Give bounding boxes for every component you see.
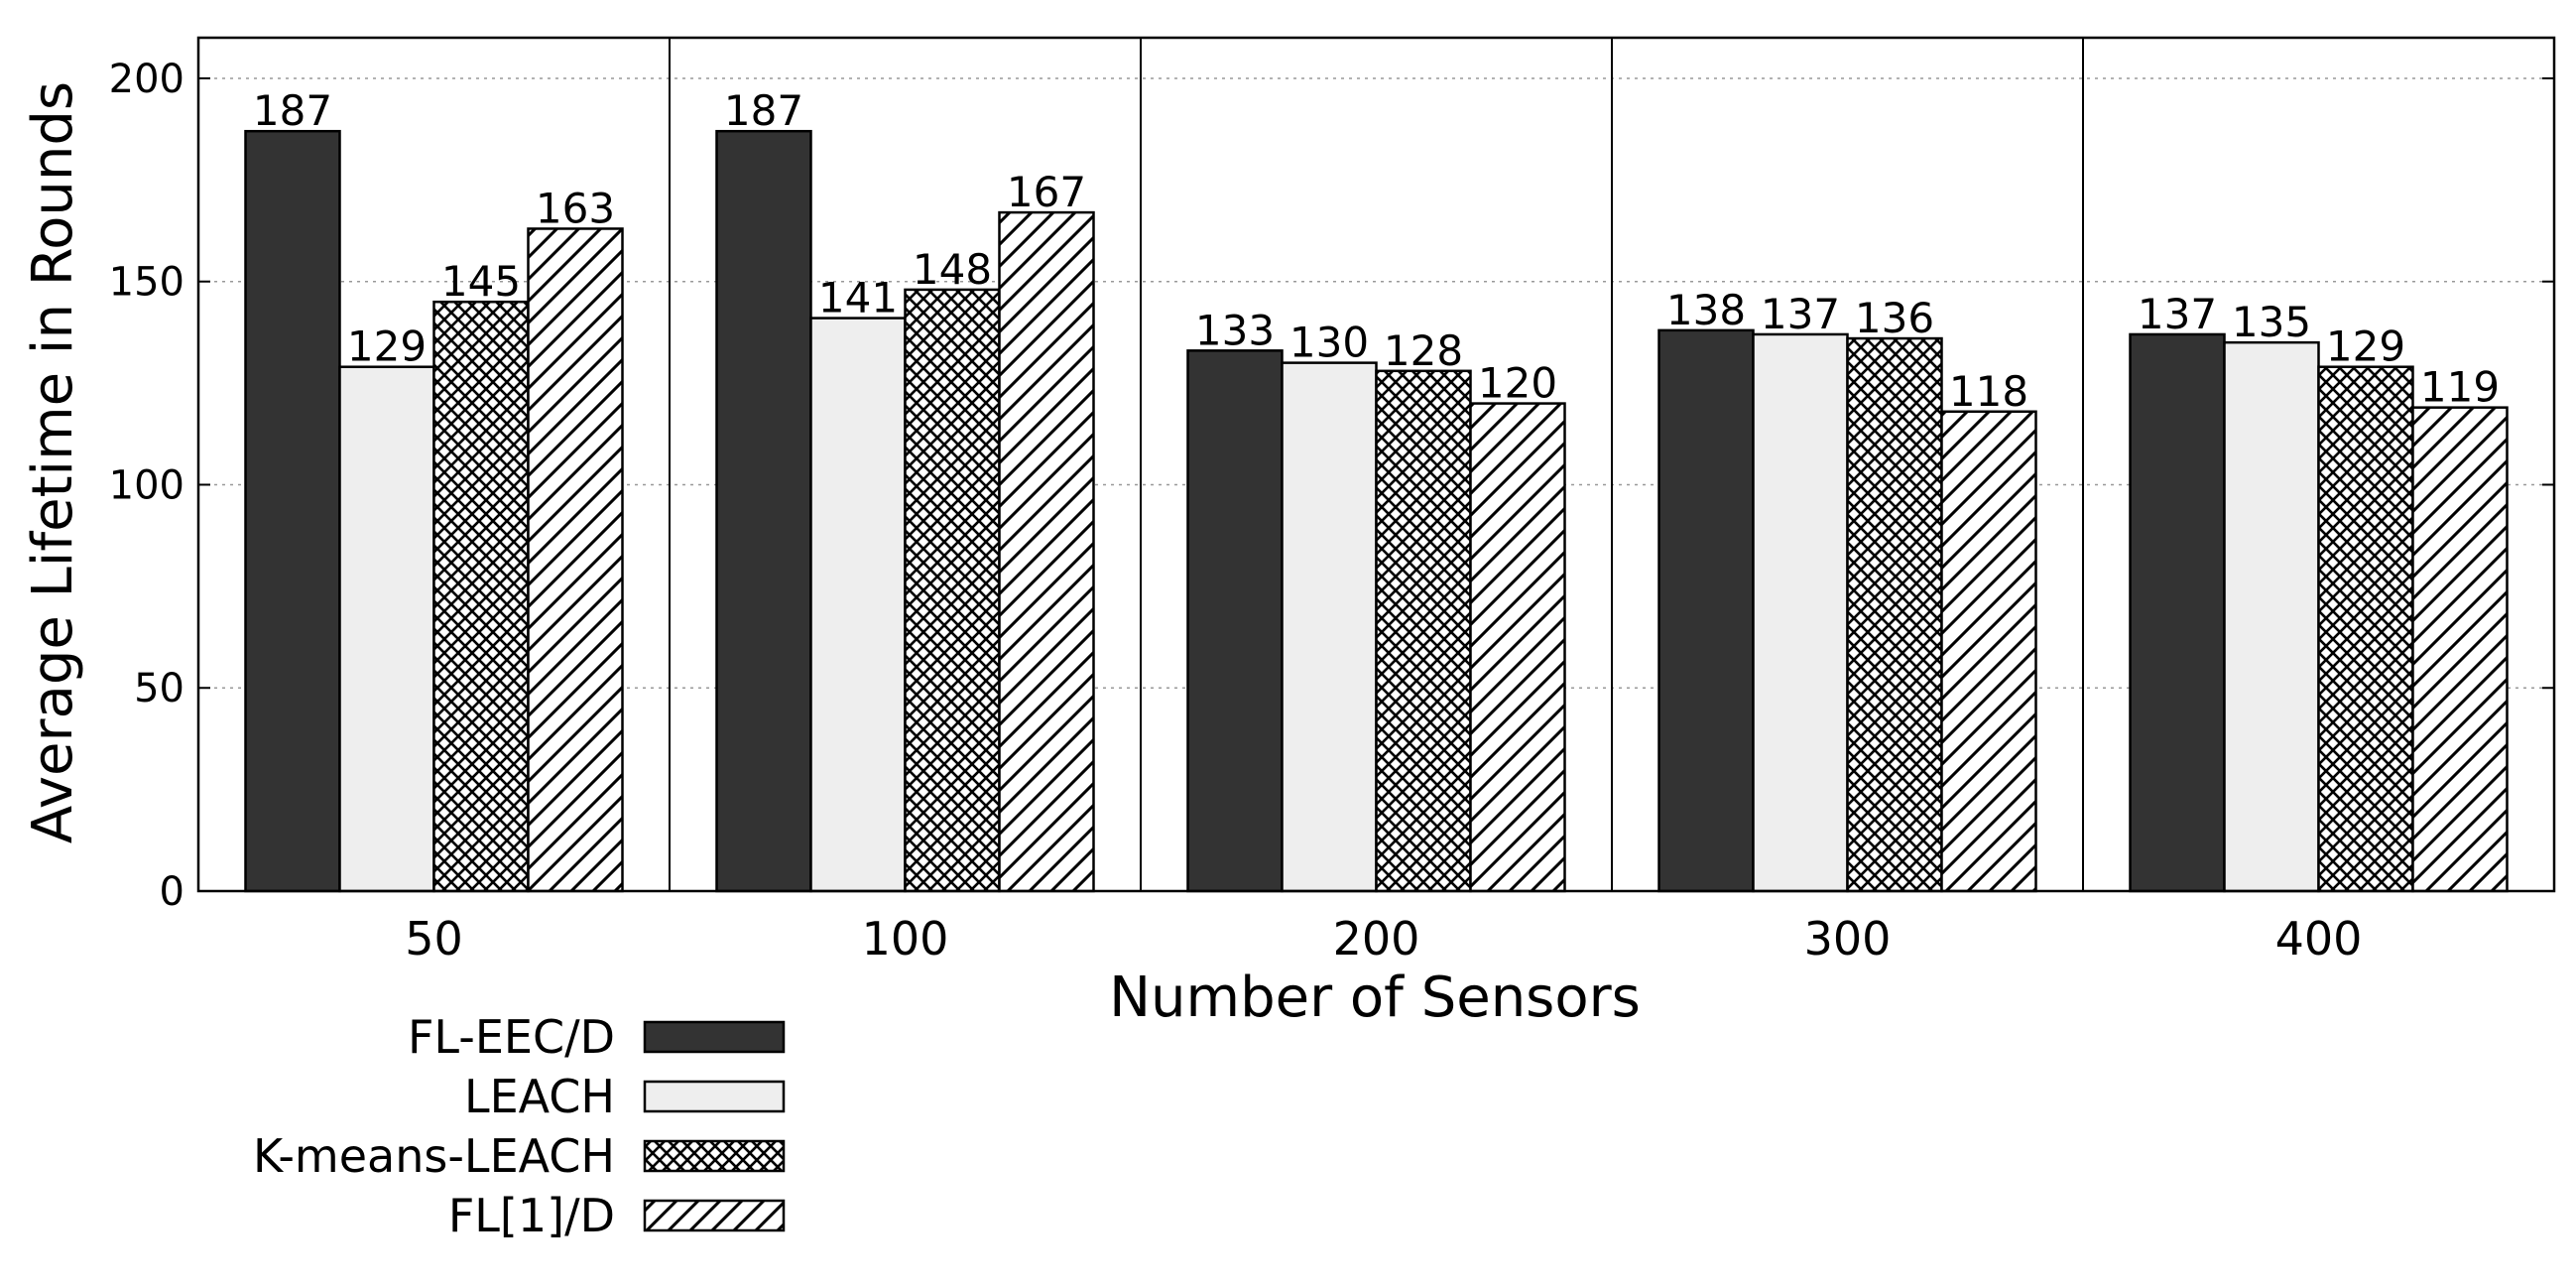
x-tick-label: 400 [2275,912,2363,966]
legend-swatch [643,1020,786,1054]
axis-layer: Number of Sensors Average Lifetime in Ro… [21,57,2362,1030]
x-tick-label: 100 [862,912,949,966]
legend-swatch [643,1139,786,1173]
legend-swatch [643,1080,786,1113]
bar [527,227,624,893]
bar-value-label: 119 [2420,363,2500,412]
y-tick-label: 100 [109,462,184,508]
bar-value-label: 129 [2326,322,2405,371]
bar-value-label: 187 [253,86,332,135]
bar [1186,349,1284,893]
bar-value-label: 145 [441,257,521,306]
bar [1752,332,1849,893]
bar [1846,336,1943,893]
bar [2223,340,2320,893]
legend-swatch [643,1199,786,1232]
bar-value-label: 130 [1289,319,1369,367]
bar [2317,365,2414,893]
bar [904,288,1001,893]
legend-label: FL-EEC/D [408,1010,615,1064]
labels-layer: 187 129 145 163 187 141 148 167 133 130 128 120 138 1… [253,86,2500,416]
bar-value-label: 187 [724,86,803,135]
plot-frame [196,36,2556,893]
bar [1281,361,1378,893]
bar-value-label: 118 [1949,367,2028,416]
bar-value-label: 129 [347,322,427,371]
y-axis-label: Average Lifetime in Rounds [21,81,85,843]
x-tick-label: 200 [1333,912,1420,966]
bar [432,300,530,893]
y-tick-label: 50 [134,666,184,711]
bar [1940,410,2037,893]
bar-value-label: 137 [1761,290,1840,338]
bar [1375,369,1472,893]
bar [1657,328,1755,893]
bar-value-label: 137 [2138,290,2217,338]
legend: FL-EEC/D LEACH K-means-LEACH FL[1]/D [253,1010,786,1242]
bar-value-label: 136 [1855,294,1934,342]
bar [338,365,435,893]
bar-value-label: 141 [818,274,898,322]
bar [998,210,1095,893]
legend-label: LEACH [464,1070,615,1123]
bar [715,129,812,893]
bar-value-label: 128 [1384,326,1463,375]
y-tick-label: 200 [109,57,184,102]
bars-layer [244,129,2509,893]
bar-value-label: 120 [1478,359,1557,408]
bar-value-label: 135 [2232,298,2311,346]
bar [809,317,907,893]
bar [2411,406,2509,893]
bar-value-label: 148 [913,245,992,294]
bar-value-label: 133 [1195,306,1275,354]
x-axis-label: Number of Sensors [1109,966,1641,1030]
x-tick-label: 300 [1804,912,1892,966]
bar [2129,332,2226,893]
bar [1469,402,1566,893]
x-tick-label: 50 [405,912,463,966]
bar [244,129,341,893]
y-tick-label: 150 [109,260,184,306]
bar-value-label: 138 [1666,286,1746,334]
frame-layer [196,36,2556,893]
legend-label: K-means-LEACH [253,1129,615,1183]
bar-value-label: 167 [1007,168,1086,216]
bar-value-label: 163 [536,184,615,232]
legend-label: FL[1]/D [448,1189,615,1242]
y-tick-label: 0 [160,869,184,915]
